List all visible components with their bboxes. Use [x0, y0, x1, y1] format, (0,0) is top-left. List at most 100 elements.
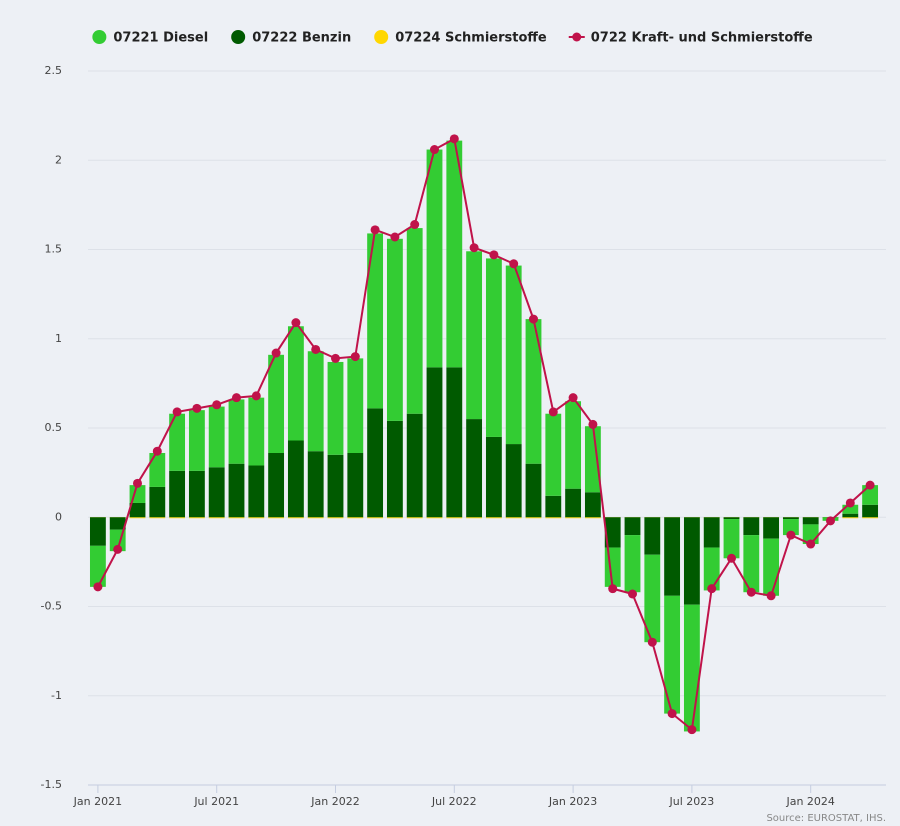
bar — [862, 517, 879, 519]
line-point — [865, 480, 875, 490]
bar — [664, 517, 681, 596]
bar — [703, 547, 720, 591]
source: Source: EUROSTAT, IHS. — [766, 813, 886, 824]
bar — [327, 361, 344, 455]
line-point — [469, 243, 479, 253]
line-point — [449, 134, 459, 144]
bar — [367, 233, 384, 409]
bar — [862, 504, 879, 518]
line-point — [568, 393, 578, 403]
line-point — [192, 403, 202, 413]
bar — [367, 408, 384, 518]
bar — [446, 140, 463, 368]
line-point — [251, 391, 261, 401]
line-point — [410, 220, 420, 230]
bar — [644, 554, 661, 643]
bar — [248, 397, 265, 466]
bar — [406, 413, 423, 518]
line-point — [430, 145, 439, 155]
line — [97, 137, 871, 732]
bar — [485, 517, 502, 519]
bar — [545, 495, 562, 518]
bar — [763, 538, 780, 596]
bar — [624, 535, 641, 593]
bar — [782, 517, 799, 520]
bar — [485, 436, 502, 518]
bar — [386, 238, 403, 421]
bar — [327, 517, 344, 519]
bar — [683, 517, 700, 605]
bar — [386, 420, 403, 518]
bar — [723, 519, 740, 559]
bar — [248, 517, 265, 519]
bar — [268, 452, 285, 518]
line-point — [172, 407, 182, 417]
line-point — [212, 400, 222, 410]
y-tick-label: 1 — [55, 332, 62, 345]
bar — [208, 406, 225, 468]
y-tick-label: -1.5 — [41, 778, 62, 791]
line-point — [608, 584, 618, 594]
bar — [406, 517, 423, 519]
bar — [287, 517, 304, 519]
line-point — [647, 637, 657, 647]
bar — [723, 517, 740, 520]
bar — [386, 517, 403, 519]
bar — [307, 517, 324, 519]
bar — [169, 517, 186, 519]
bar — [485, 258, 502, 437]
bar — [743, 517, 760, 536]
bar — [703, 517, 720, 548]
line-point — [311, 344, 321, 354]
y-tick-label: 0.5 — [45, 421, 63, 434]
bar — [129, 502, 146, 518]
x-tick-label: Jul 2023 — [669, 795, 715, 808]
line-point — [271, 348, 281, 358]
legend-marker — [374, 30, 389, 44]
bar — [584, 426, 601, 493]
line-point — [707, 584, 717, 594]
bar — [347, 517, 364, 519]
bar — [466, 517, 483, 519]
bar — [89, 545, 106, 587]
bar — [208, 517, 225, 519]
line-point — [113, 544, 123, 554]
bar — [565, 517, 582, 519]
bar — [763, 517, 780, 539]
y-tick-label: -1 — [51, 689, 62, 702]
line-point — [350, 352, 360, 362]
bar — [307, 351, 324, 452]
bar — [644, 517, 661, 555]
legend-marker — [92, 30, 107, 44]
bar — [525, 319, 542, 464]
bar — [466, 251, 483, 420]
bar — [426, 517, 443, 519]
y-tick-label: 2.5 — [45, 64, 63, 77]
x-tick-label: Jan 2021 — [73, 795, 122, 808]
bar — [545, 413, 562, 496]
x-tick-label: Jul 2021 — [193, 795, 239, 808]
bar — [109, 517, 126, 530]
bar — [466, 419, 483, 518]
bar — [129, 517, 146, 519]
bar — [347, 358, 364, 453]
line-point — [687, 725, 697, 735]
bar — [347, 452, 364, 518]
bar — [584, 492, 601, 518]
y-tick-label: 2 — [55, 153, 62, 166]
y-tick-label: 1.5 — [45, 243, 63, 256]
line-point — [806, 539, 816, 549]
line-point — [548, 407, 558, 417]
bar — [228, 517, 245, 519]
bar — [842, 504, 859, 514]
line-point — [628, 589, 637, 599]
line-point — [509, 259, 519, 269]
line-point — [152, 446, 162, 456]
line-point — [826, 516, 835, 526]
bar — [248, 465, 265, 518]
line-point — [746, 587, 756, 597]
legend-label: 07222 Benzin — [252, 31, 351, 46]
bar — [505, 265, 522, 445]
bar — [188, 470, 205, 518]
